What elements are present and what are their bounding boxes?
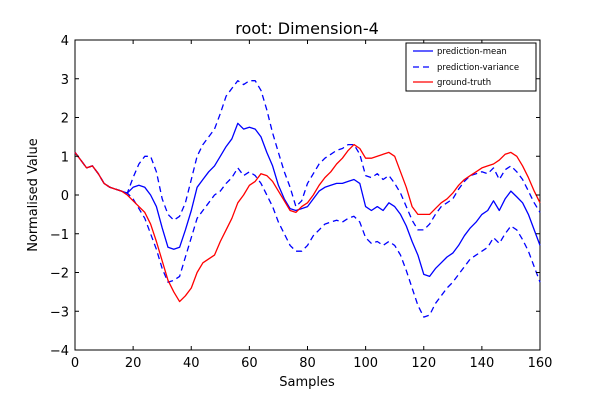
legend: prediction-mean prediction-variance grou… [405,42,537,92]
x-tick-label: 160 [528,356,553,371]
series-layer [74,80,541,318]
x-tick-label: 120 [411,356,436,371]
x-tick-label: 60 [241,356,258,371]
y-tick-label: −1 [50,228,69,243]
y-tick-label: 1 [61,150,69,165]
y-tick-label: 2 [61,112,69,127]
legend-label-prediction-variance: prediction-variance [437,63,519,73]
legend-label-prediction-mean: prediction-mean [437,47,507,57]
x-tick-label: 100 [353,356,378,371]
y-tick-label: −2 [50,267,69,282]
y-tick-label: −3 [50,305,69,320]
y-tick-label: −4 [50,344,69,359]
x-axis-label: Samples [279,375,335,390]
ticks-layer: 0 20 40 60 80 100 120 140 160 −4 −3 −2 −1 0 1 2 3 4 [50,34,553,371]
legend-label-ground-truth: ground-truth [437,78,491,88]
series-line-ground-truth [74,143,541,303]
series-line-prediction-variance-lower [74,152,541,318]
y-tick-label: 0 [61,189,69,204]
x-tick-label: 0 [71,356,79,371]
series-line-prediction-variance-upper [74,80,541,231]
x-tick-label: 20 [125,356,142,371]
y-axis-label: Normalised Value [26,138,41,252]
chart-title: root: Dimension-4 [235,19,379,38]
y-tick-label: 3 [61,73,69,88]
x-tick-label: 40 [183,356,200,371]
series-line-prediction-mean [74,122,541,278]
x-tick-label: 140 [469,356,494,371]
y-tick-label: 4 [61,34,69,49]
x-tick-label: 80 [299,356,316,371]
